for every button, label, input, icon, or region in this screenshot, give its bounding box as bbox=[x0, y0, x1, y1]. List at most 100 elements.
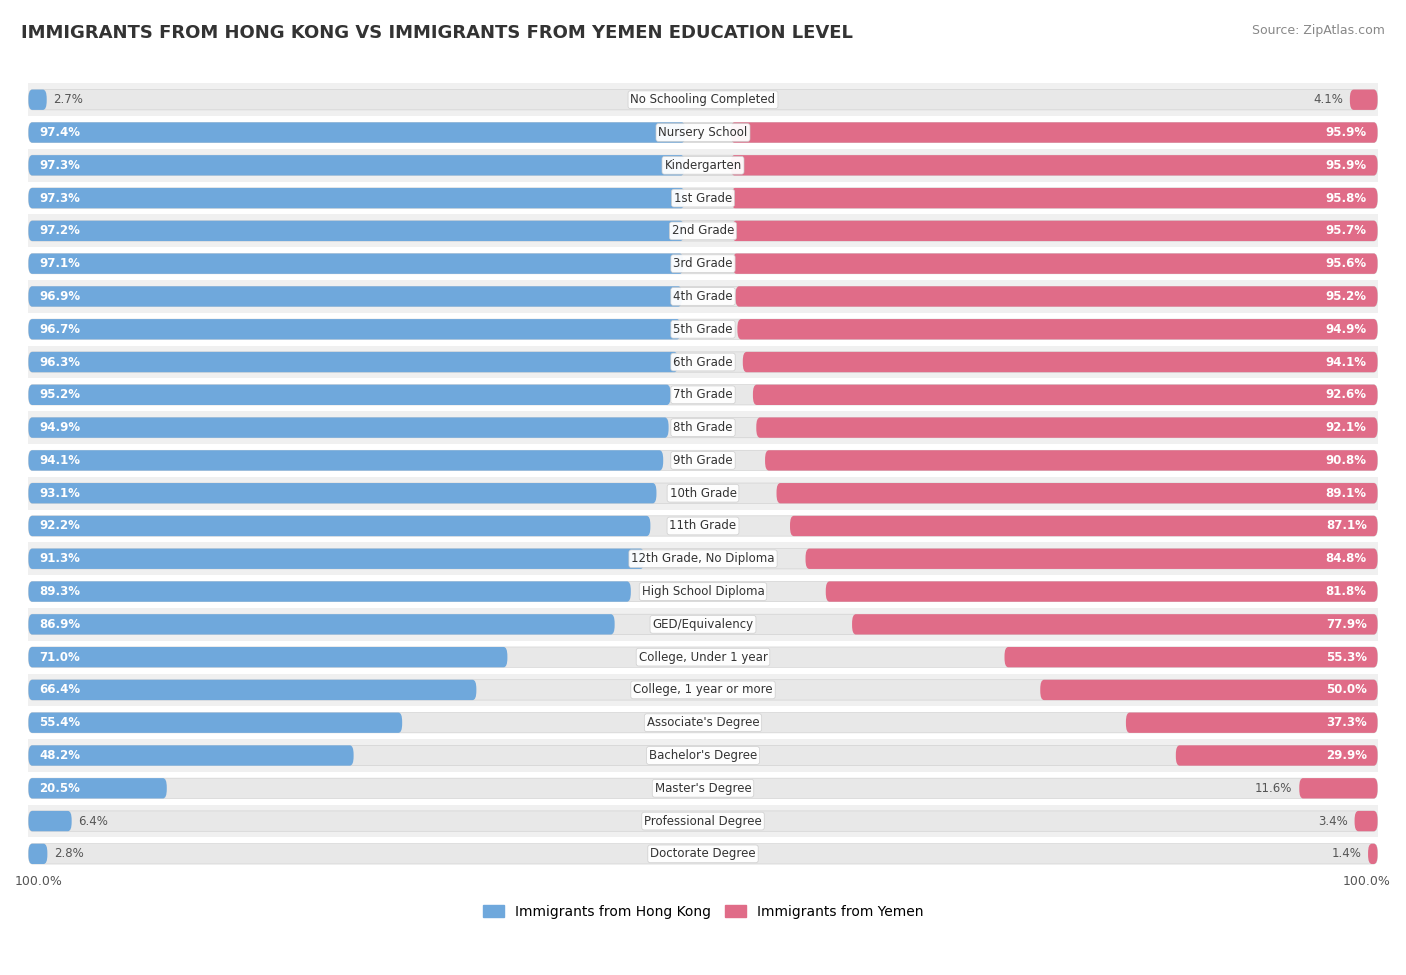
Bar bbox=[28, 280, 1378, 313]
Text: 8th Grade: 8th Grade bbox=[673, 421, 733, 434]
FancyBboxPatch shape bbox=[28, 188, 685, 209]
Text: 95.9%: 95.9% bbox=[1326, 126, 1367, 139]
FancyBboxPatch shape bbox=[28, 713, 402, 733]
FancyBboxPatch shape bbox=[790, 516, 1378, 536]
Text: 4.1%: 4.1% bbox=[1313, 94, 1343, 106]
FancyBboxPatch shape bbox=[1368, 843, 1378, 864]
FancyBboxPatch shape bbox=[28, 417, 669, 438]
Text: 100.0%: 100.0% bbox=[15, 876, 63, 888]
Text: 89.1%: 89.1% bbox=[1326, 487, 1367, 500]
FancyBboxPatch shape bbox=[28, 254, 1378, 274]
FancyBboxPatch shape bbox=[28, 581, 631, 602]
Text: 96.9%: 96.9% bbox=[39, 290, 80, 303]
FancyBboxPatch shape bbox=[28, 155, 1378, 176]
FancyBboxPatch shape bbox=[1040, 680, 1378, 700]
FancyBboxPatch shape bbox=[756, 417, 1378, 438]
FancyBboxPatch shape bbox=[28, 549, 644, 569]
FancyBboxPatch shape bbox=[28, 287, 1378, 306]
FancyBboxPatch shape bbox=[28, 90, 46, 110]
FancyBboxPatch shape bbox=[825, 581, 1378, 602]
Bar bbox=[28, 477, 1378, 510]
Text: 95.7%: 95.7% bbox=[1326, 224, 1367, 237]
Text: 94.1%: 94.1% bbox=[1326, 356, 1367, 369]
Text: Nursery School: Nursery School bbox=[658, 126, 748, 139]
Text: 91.3%: 91.3% bbox=[39, 552, 80, 565]
FancyBboxPatch shape bbox=[28, 90, 1378, 110]
Text: 92.2%: 92.2% bbox=[39, 520, 80, 532]
Text: 55.4%: 55.4% bbox=[39, 717, 80, 729]
FancyBboxPatch shape bbox=[1175, 745, 1378, 765]
Text: 92.6%: 92.6% bbox=[1326, 388, 1367, 402]
FancyBboxPatch shape bbox=[28, 843, 48, 864]
Bar bbox=[28, 346, 1378, 378]
FancyBboxPatch shape bbox=[28, 713, 1378, 733]
Text: 3rd Grade: 3rd Grade bbox=[673, 257, 733, 270]
Bar bbox=[28, 641, 1378, 674]
FancyBboxPatch shape bbox=[28, 680, 477, 700]
Text: 11th Grade: 11th Grade bbox=[669, 520, 737, 532]
Legend: Immigrants from Hong Kong, Immigrants from Yemen: Immigrants from Hong Kong, Immigrants fr… bbox=[477, 899, 929, 924]
FancyBboxPatch shape bbox=[28, 647, 1378, 667]
Text: 71.0%: 71.0% bbox=[39, 650, 80, 664]
Text: 94.9%: 94.9% bbox=[39, 421, 80, 434]
FancyBboxPatch shape bbox=[28, 450, 1378, 471]
FancyBboxPatch shape bbox=[1354, 811, 1378, 832]
FancyBboxPatch shape bbox=[28, 450, 664, 471]
FancyBboxPatch shape bbox=[28, 254, 683, 274]
FancyBboxPatch shape bbox=[28, 549, 1378, 569]
Text: Doctorate Degree: Doctorate Degree bbox=[650, 847, 756, 860]
FancyBboxPatch shape bbox=[28, 680, 1378, 700]
Bar bbox=[28, 248, 1378, 280]
Text: 2.7%: 2.7% bbox=[53, 94, 83, 106]
Text: 89.3%: 89.3% bbox=[39, 585, 80, 598]
FancyBboxPatch shape bbox=[28, 778, 167, 799]
Text: 9th Grade: 9th Grade bbox=[673, 454, 733, 467]
Text: 5th Grade: 5th Grade bbox=[673, 323, 733, 335]
Text: College, 1 year or more: College, 1 year or more bbox=[633, 683, 773, 696]
Text: 96.7%: 96.7% bbox=[39, 323, 80, 335]
FancyBboxPatch shape bbox=[28, 188, 1378, 209]
Text: 3.4%: 3.4% bbox=[1317, 814, 1348, 828]
FancyBboxPatch shape bbox=[737, 319, 1378, 339]
Text: 4th Grade: 4th Grade bbox=[673, 290, 733, 303]
Text: 100.0%: 100.0% bbox=[1343, 876, 1391, 888]
Bar bbox=[28, 804, 1378, 838]
FancyBboxPatch shape bbox=[28, 155, 685, 176]
Text: 7th Grade: 7th Grade bbox=[673, 388, 733, 402]
Bar bbox=[28, 510, 1378, 542]
Text: 11.6%: 11.6% bbox=[1256, 782, 1292, 795]
Text: 84.8%: 84.8% bbox=[1326, 552, 1367, 565]
Text: 81.8%: 81.8% bbox=[1326, 585, 1367, 598]
FancyBboxPatch shape bbox=[731, 188, 1378, 209]
FancyBboxPatch shape bbox=[1350, 90, 1378, 110]
FancyBboxPatch shape bbox=[28, 385, 1378, 405]
Text: 29.9%: 29.9% bbox=[1326, 749, 1367, 762]
Bar bbox=[28, 608, 1378, 641]
Bar bbox=[28, 411, 1378, 444]
Text: Master's Degree: Master's Degree bbox=[655, 782, 751, 795]
Text: Kindergarten: Kindergarten bbox=[665, 159, 741, 172]
Text: 1st Grade: 1st Grade bbox=[673, 192, 733, 205]
Text: 37.3%: 37.3% bbox=[1326, 717, 1367, 729]
Text: 2nd Grade: 2nd Grade bbox=[672, 224, 734, 237]
Bar bbox=[28, 706, 1378, 739]
FancyBboxPatch shape bbox=[28, 122, 686, 142]
FancyBboxPatch shape bbox=[765, 450, 1378, 471]
Text: 95.9%: 95.9% bbox=[1326, 159, 1367, 172]
Bar bbox=[28, 739, 1378, 772]
FancyBboxPatch shape bbox=[852, 614, 1378, 635]
Text: 90.8%: 90.8% bbox=[1326, 454, 1367, 467]
FancyBboxPatch shape bbox=[28, 352, 678, 372]
Text: 2.8%: 2.8% bbox=[53, 847, 84, 860]
Text: 97.3%: 97.3% bbox=[39, 159, 80, 172]
Bar bbox=[28, 83, 1378, 116]
FancyBboxPatch shape bbox=[776, 483, 1378, 503]
FancyBboxPatch shape bbox=[28, 614, 614, 635]
FancyBboxPatch shape bbox=[28, 352, 1378, 372]
FancyBboxPatch shape bbox=[28, 745, 353, 765]
Text: 97.1%: 97.1% bbox=[39, 257, 80, 270]
FancyBboxPatch shape bbox=[1004, 647, 1378, 667]
Text: 20.5%: 20.5% bbox=[39, 782, 80, 795]
FancyBboxPatch shape bbox=[731, 155, 1378, 176]
FancyBboxPatch shape bbox=[28, 319, 1378, 339]
